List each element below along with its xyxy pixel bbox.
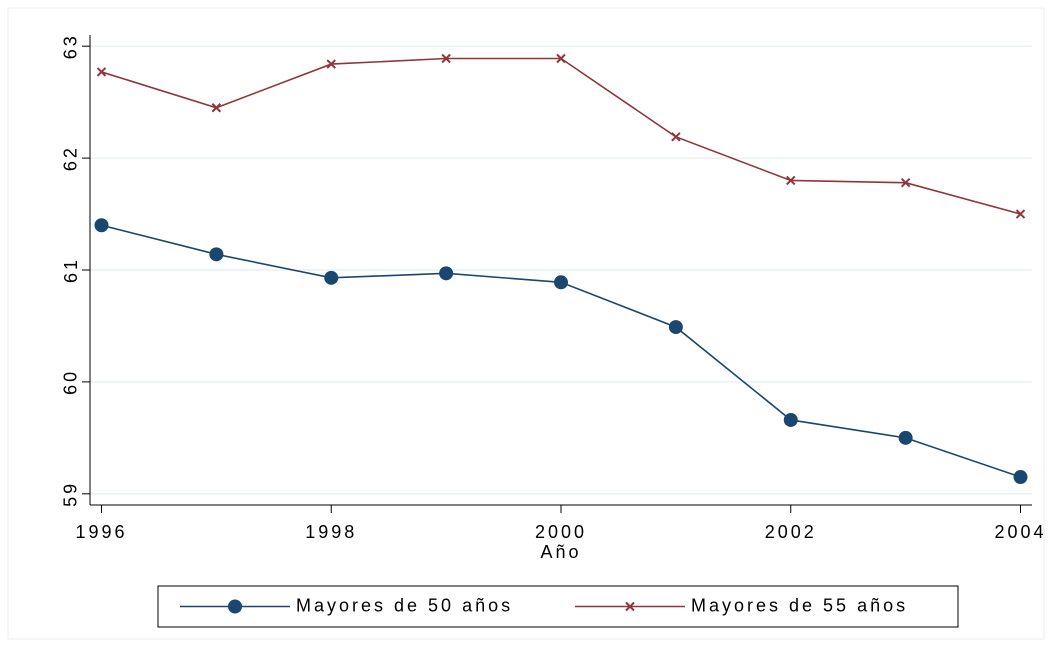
- x-tick-label: 2002: [765, 522, 817, 542]
- legend-label: Mayores de 50 años: [296, 595, 513, 615]
- legend-marker: [228, 599, 242, 614]
- point: [556, 53, 566, 64]
- y-tick-label: 59: [61, 481, 81, 507]
- y-tick-label: 60: [61, 369, 81, 395]
- point: [326, 59, 336, 69]
- point: [324, 270, 339, 285]
- legend: [157, 585, 959, 628]
- point: [441, 53, 451, 64]
- point: [96, 67, 107, 77]
- y-tick-label: 62: [61, 145, 81, 171]
- y-tick-label: 63: [61, 33, 81, 59]
- point: [1013, 470, 1028, 485]
- point: [1015, 209, 1026, 219]
- point: [898, 430, 913, 445]
- x-axis-label: Año: [540, 542, 581, 562]
- x-tick-label: 1996: [75, 522, 127, 542]
- point: [900, 178, 911, 188]
- x-tick-label: 2000: [535, 522, 587, 542]
- x-tick-label: 1998: [305, 522, 357, 542]
- point: [668, 320, 683, 335]
- point: [439, 266, 454, 281]
- point: [786, 175, 796, 186]
- legend-marker: [625, 601, 635, 612]
- legend-label: Mayores de 55 años: [691, 595, 908, 615]
- point: [554, 275, 568, 290]
- point: [671, 132, 681, 142]
- y-tick-label: 61: [61, 257, 81, 283]
- point: [209, 247, 224, 262]
- point: [211, 103, 222, 113]
- point: [94, 218, 109, 233]
- point: [783, 412, 798, 427]
- x-tick-label: 2004: [994, 522, 1046, 542]
